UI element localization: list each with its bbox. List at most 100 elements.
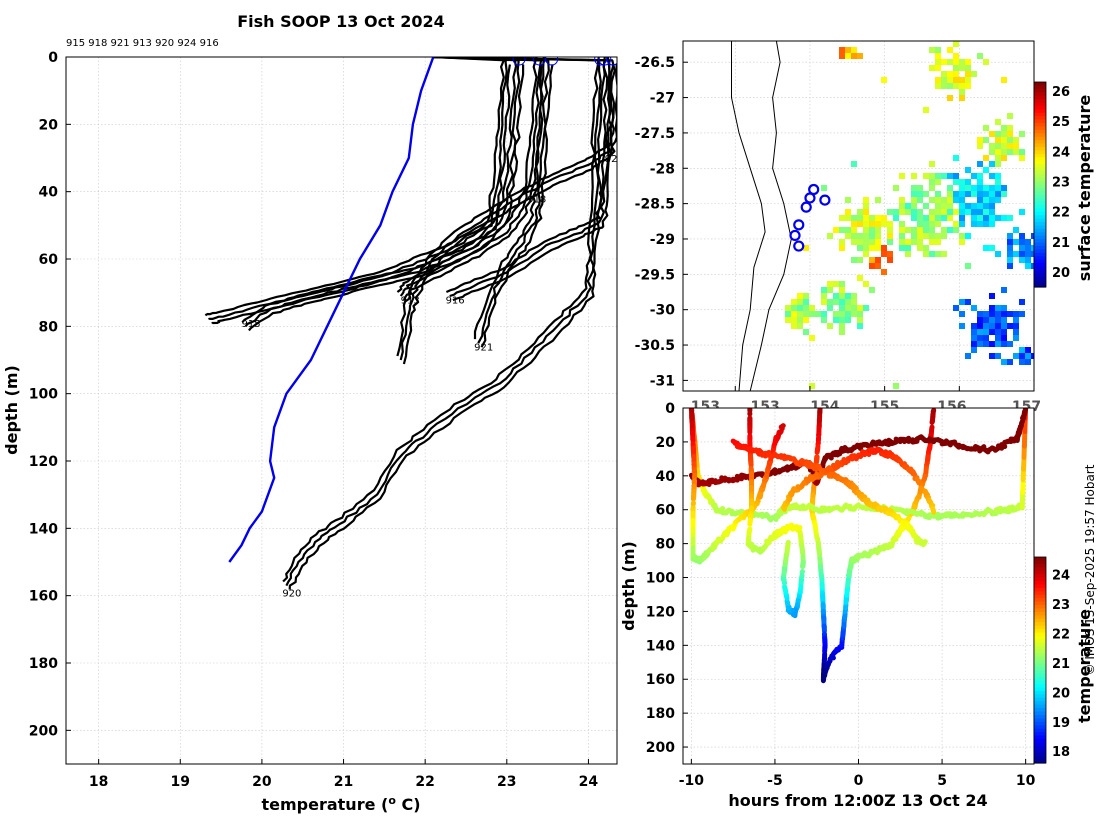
sst-cell [935, 53, 941, 59]
sst-cell [965, 299, 971, 305]
sst-cell [1019, 131, 1025, 137]
sst-cell [971, 341, 977, 347]
sst-cell [845, 311, 851, 317]
temperature-track-921 [933, 508, 934, 512]
temperature-colorbar-segment [1034, 574, 1046, 578]
sst-cell [899, 203, 905, 209]
sst-colorbar-segment [1034, 191, 1046, 195]
sst-cell [971, 305, 977, 311]
sst-cell [1025, 263, 1031, 269]
sst-cell [845, 53, 851, 59]
sst-cell [1007, 149, 1013, 155]
temperature-colorbar-segment [1034, 681, 1046, 685]
sst-cell [947, 59, 953, 65]
sst-cell [827, 281, 833, 287]
sst-cell [1007, 359, 1013, 365]
sst-cell [1025, 359, 1031, 365]
sst-cell [881, 245, 887, 251]
sst-cell [875, 197, 881, 203]
sst-cell [851, 305, 857, 311]
hour-tick-label: 5 [937, 773, 947, 789]
temperature-colorbar-segment [1034, 615, 1046, 619]
sst-cell [1001, 149, 1007, 155]
temperature-track-916 [733, 479, 737, 480]
sst-cell [923, 221, 929, 227]
temperature-colorbar-segment [1034, 636, 1046, 640]
sst-cell [989, 293, 995, 299]
sst-cell [953, 155, 959, 161]
temperature-colorbar-segment [1034, 595, 1046, 599]
sst-cell [869, 233, 875, 239]
sst-cell [953, 71, 959, 77]
sst-cell [995, 179, 1001, 185]
sst-cell [953, 191, 959, 197]
sst-cell [863, 233, 869, 239]
x-tick-label: 23 [497, 774, 516, 790]
sst-cell [827, 305, 833, 311]
sst-cell [911, 233, 917, 239]
sst-colorbar-segment [1034, 195, 1046, 199]
sst-cell [845, 197, 851, 203]
sst-cell [851, 239, 857, 245]
lat-tick-label: -28.5 [635, 197, 675, 213]
sst-cell [959, 89, 965, 95]
sst-cell [875, 245, 881, 251]
profile-label-921: 921 [474, 343, 493, 354]
sst-colorbar-segment [1034, 239, 1046, 243]
temperature-track-918 [864, 497, 865, 498]
sst-cell [977, 209, 983, 215]
sst-cell [821, 293, 827, 299]
sst-cell [833, 293, 839, 299]
y-tick-label: 80 [39, 319, 59, 335]
sst-cell [1001, 191, 1007, 197]
sst-cell [827, 323, 833, 329]
sst-colorbar-segment [1034, 130, 1046, 134]
sst-cell [1001, 131, 1007, 137]
sst-cell [887, 227, 893, 233]
sst-cell [851, 299, 857, 305]
sst-cell [863, 215, 869, 221]
sst-cell [1025, 257, 1031, 263]
sst-cell [983, 167, 989, 173]
sst-cell [983, 197, 989, 203]
sst-cell [929, 239, 935, 245]
sst-cell [1001, 287, 1007, 293]
sst-cell [929, 209, 935, 215]
profile-label-920: 920 [282, 588, 301, 599]
sst-cell [995, 143, 1001, 149]
sst-cell [947, 185, 953, 191]
sst-cell [797, 299, 803, 305]
y-tick-label: 100 [29, 387, 58, 403]
sst-cell [989, 305, 995, 311]
sst-cell [911, 191, 917, 197]
sst-colorbar-segment [1034, 161, 1046, 165]
sst-cell [1019, 347, 1025, 353]
sst-colorbar-segment [1034, 188, 1046, 192]
sst-cell [869, 287, 875, 293]
sst-cell [959, 209, 965, 215]
sst-cell [989, 209, 995, 215]
temperature-track-916 [719, 481, 722, 482]
profile-x-axis-label: temperature (o C) [261, 794, 420, 814]
sst-colorbar-segment [1034, 144, 1046, 148]
credit-text: © IMOS 13-Sep-2025 19:57 Hobart [1083, 464, 1097, 675]
sst-cell [863, 227, 869, 233]
sst-cell [995, 215, 1001, 221]
sst-cell [929, 47, 935, 53]
sst-cell [989, 143, 995, 149]
sst-cell [1001, 341, 1007, 347]
sst-cell [1019, 155, 1025, 161]
sst-cell [995, 149, 1001, 155]
sst-colorbar-segment [1034, 205, 1046, 209]
temperature-colorbar-segment [1034, 746, 1046, 750]
temperature-colorbar-segment [1034, 736, 1046, 740]
sst-colorbar-segment [1034, 137, 1046, 141]
sst-cell [1025, 245, 1031, 251]
lat-tick-label: -29.5 [635, 267, 675, 283]
sst-colorbar-label: surface temperature [1075, 95, 1094, 282]
sst-cell [869, 221, 875, 227]
sst-colorbar-segment [1034, 92, 1046, 96]
sst-cell [845, 215, 851, 221]
sst-cell [1013, 239, 1019, 245]
